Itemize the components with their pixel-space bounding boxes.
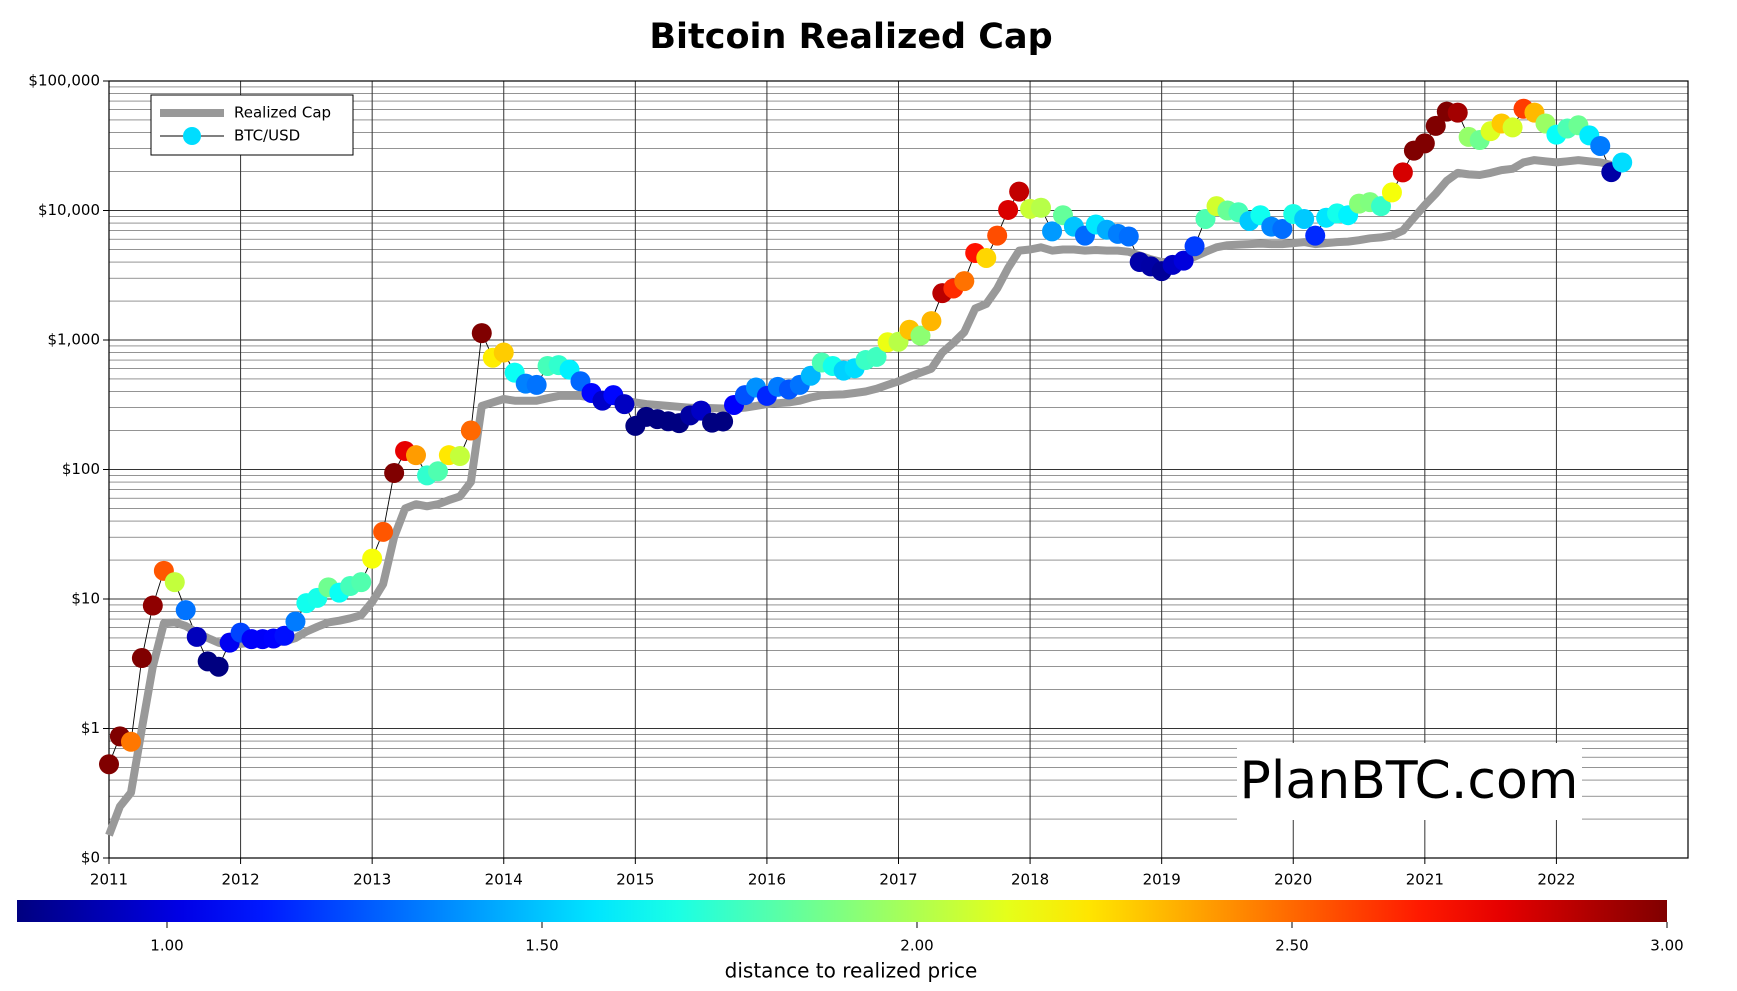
- colorbar-tick-label: 1.50: [525, 937, 558, 955]
- x-tick-label: 2012: [221, 871, 259, 889]
- price-dot: [142, 595, 163, 616]
- price-dot: [910, 325, 931, 346]
- y-tick-label: $10: [71, 590, 100, 608]
- price-dot: [1294, 208, 1315, 229]
- price-dot: [186, 626, 207, 647]
- price-dot: [976, 247, 997, 268]
- price-dot: [362, 548, 383, 569]
- y-tick-label: $0: [81, 849, 100, 867]
- price-dot: [1381, 182, 1402, 203]
- price-dot: [1612, 152, 1633, 173]
- chart-title: Bitcoin Realized Cap: [649, 17, 1052, 57]
- legend-box: [150, 94, 354, 156]
- y-tick-label: $1,000: [48, 331, 101, 349]
- legend-label: Realized Cap: [234, 104, 331, 122]
- x-tick-label: 2019: [1143, 871, 1181, 889]
- colorbar-label: distance to realized price: [725, 959, 978, 983]
- price-dot: [1414, 133, 1435, 154]
- price-dot: [614, 394, 635, 415]
- price-dot: [175, 600, 196, 621]
- price-dot: [493, 342, 514, 363]
- price-dot: [427, 461, 448, 482]
- price-dot: [1371, 196, 1392, 217]
- price-dot: [405, 445, 426, 466]
- price-dot: [921, 311, 942, 332]
- price-dot: [800, 365, 821, 386]
- x-tick-label: 2011: [90, 871, 128, 889]
- price-dot: [120, 731, 141, 752]
- watermark: PlanBTC.com: [1240, 751, 1579, 811]
- colorbar-tick-label: 3.00: [1650, 937, 1683, 955]
- price-dot: [99, 754, 119, 775]
- colorbar-tick-label: 2.50: [1275, 937, 1308, 955]
- y-tick-label: $100,000: [28, 72, 100, 90]
- x-tick-label: 2017: [879, 871, 917, 889]
- x-tick-label: 2018: [1011, 871, 1049, 889]
- x-tick-label: 2014: [485, 871, 523, 889]
- price-dot: [351, 572, 372, 593]
- colorbar: [17, 900, 1667, 922]
- price-dot: [998, 199, 1019, 220]
- price-dot: [1590, 135, 1611, 156]
- price-dot: [460, 420, 481, 441]
- y-tick-label: $10,000: [38, 201, 100, 219]
- price-dot: [274, 625, 295, 646]
- x-tick-label: 2021: [1406, 871, 1444, 889]
- price-dot: [208, 656, 229, 677]
- x-tick-label: 2013: [353, 871, 391, 889]
- price-dot: [1118, 226, 1139, 247]
- colorbar-tick-label: 1.00: [150, 937, 183, 955]
- y-tick-label: $1: [81, 719, 100, 737]
- price-dot: [1031, 197, 1052, 218]
- price-dot: [1272, 218, 1293, 239]
- price-dot: [384, 462, 405, 483]
- price-dot: [713, 411, 734, 432]
- watermark-box: [1237, 743, 1582, 820]
- price-line: [108, 108, 1623, 765]
- y-tick-label: $100: [62, 460, 100, 478]
- realized-cap-line: [105, 156, 1613, 837]
- price-dot: [1184, 236, 1205, 257]
- legend-label: BTC/USD: [234, 127, 300, 145]
- plot-frame: [108, 80, 1689, 859]
- price-dot: [1305, 225, 1326, 246]
- x-tick-label: 2022: [1537, 871, 1575, 889]
- legend: Realized Cap BTC/USD: [150, 94, 354, 156]
- price-dot: [373, 521, 394, 542]
- price-dot: [987, 225, 1008, 246]
- price-dot: [866, 346, 887, 367]
- x-tick-label: 2015: [616, 871, 654, 889]
- x-tick-label: 2016: [748, 871, 786, 889]
- legend-swatch: [183, 127, 201, 145]
- price-dot: [1042, 221, 1063, 242]
- price-dot: [449, 446, 470, 467]
- price-dot: [954, 271, 975, 292]
- price-dot: [1425, 115, 1446, 136]
- price-dot: [131, 648, 152, 669]
- x-tick-label: 2020: [1274, 871, 1312, 889]
- colorbar-tick-label: 2.00: [900, 937, 933, 955]
- price-dot: [1009, 181, 1030, 202]
- price-dot: [1502, 117, 1523, 138]
- price-dot: [1392, 162, 1413, 183]
- price-dot: [526, 374, 547, 395]
- price-dot: [285, 611, 306, 632]
- price-dot: [164, 572, 185, 593]
- price-dot: [1447, 102, 1468, 123]
- price-dot: [1173, 250, 1194, 271]
- price-dot: [471, 323, 492, 344]
